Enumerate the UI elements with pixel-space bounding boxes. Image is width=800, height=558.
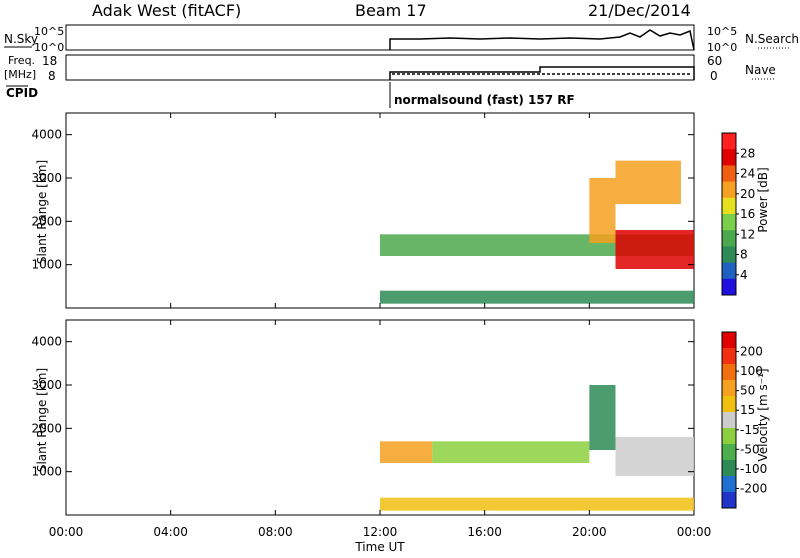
- x-tick-label: 00:00: [49, 525, 84, 539]
- power-echo-region: [380, 290, 694, 304]
- velocity-colorbar: 200 100 50 15 -15 -50 -100 -200: [721, 331, 767, 509]
- x-tick-label: 12:00: [363, 525, 398, 539]
- x-tick-label: 00:00: [677, 525, 712, 539]
- velocity-colorbar-frame: [721, 331, 737, 509]
- freq-tick-high: 18: [42, 54, 57, 68]
- freq-unit-label: [MHz]: [4, 68, 36, 81]
- power-colorbar-segment: [722, 262, 736, 280]
- nave-label: Nave: [745, 63, 776, 77]
- y-tick-label: 2000: [31, 214, 62, 228]
- power-colorbar-tick-label: 12: [740, 227, 755, 241]
- velocity-colorbar-segment: [722, 332, 736, 349]
- velocity-y-axis: 1000 2000 3000 4000: [31, 335, 694, 479]
- power-echo-region: [615, 160, 681, 204]
- velocity-colorbar-segment: [722, 476, 736, 493]
- power-echoes: [380, 160, 694, 304]
- velocity-colorbar-segment: [722, 348, 736, 365]
- power-colorbar-segment: [722, 246, 736, 264]
- power-colorbar-segment: [722, 133, 736, 150]
- nsearch-tick-low: 10^0: [707, 41, 737, 54]
- date-label: 21/Dec/2014: [588, 1, 691, 20]
- nsearch-tick-high: 10^5: [707, 25, 737, 38]
- velocity-colorbar-tick-label: -100: [740, 462, 767, 476]
- velocity-colorbar-segment: [722, 396, 736, 413]
- y-tick-label: 3000: [31, 171, 62, 185]
- power-colorbar-segment: [722, 149, 736, 166]
- time-axis: 00:00 04:00 08:00 12:00 16:00 20:00 00:00: [49, 113, 712, 539]
- velocity-colorbar-tick-label: 200: [740, 345, 763, 359]
- velocity-colorbar-tick-label: 50: [740, 384, 755, 398]
- y-tick-label: 2000: [31, 421, 62, 435]
- x-tick-label: 08:00: [258, 525, 293, 539]
- power-ylabel: Slant Range [km]: [35, 160, 49, 264]
- nsky-label: N.Sky: [4, 32, 38, 46]
- cpid-row: CPID normalsound (fast) 157 RF: [6, 82, 575, 108]
- x-tick-label: 20:00: [572, 525, 607, 539]
- velocity-colorbar-segment: [722, 492, 736, 509]
- power-colorbar-segment: [722, 197, 736, 215]
- velocity-echo-region: [380, 497, 694, 511]
- velocity-colorbar-tick-label: 15: [740, 403, 755, 417]
- cpid-program-text: normalsound (fast) 157 RF: [394, 93, 575, 107]
- velocity-echoes: [380, 385, 694, 511]
- nsky-tick-high: 10^5: [34, 25, 64, 38]
- power-panel: Slant Range [km] 1000 2000 3000 4000: [31, 112, 695, 309]
- velocity-colorbar-segment: [722, 444, 736, 461]
- nsky-tick-low: 10^0: [34, 41, 64, 54]
- y-tick-label: 1000: [31, 258, 62, 272]
- velocity-colorbar-segment: [722, 364, 736, 381]
- velocity-ylabel: Slant Range [km]: [35, 368, 49, 472]
- power-colorbar-tick-label: 20: [740, 187, 755, 201]
- nsky-panel: N.Sky 10^5 10^0 10^5 10^0 N.Search: [4, 24, 799, 54]
- nave-tick-low: 0: [710, 69, 718, 83]
- velocity-colorbar-tick-label: 100: [740, 364, 763, 378]
- velocity-colorbar-tick-label: -50: [740, 442, 760, 456]
- velocity-echo-region: [432, 441, 590, 463]
- freq-trace: [389, 66, 695, 80]
- power-colorbar: 4 8 12 16 20 24 28: [721, 132, 755, 296]
- power-colorbar-tick-label: 4: [740, 268, 748, 282]
- velocity-echo-region: [380, 441, 433, 463]
- x-tick-label: 04:00: [153, 525, 188, 539]
- power-colorbar-segment: [722, 214, 736, 231]
- nsearch-label: N.Search: [745, 32, 799, 46]
- power-colorbar-tick-label: 16: [740, 207, 755, 221]
- power-colorbar-segment: [722, 230, 736, 247]
- x-tick-label: 16:00: [467, 525, 502, 539]
- time-xlabel: Time UT: [354, 540, 405, 554]
- y-tick-label: 4000: [31, 335, 62, 349]
- velocity-colorbar-segment: [722, 380, 736, 397]
- velocity-colorbar-tick-label: -15: [740, 423, 760, 437]
- cpid-label: CPID: [6, 86, 38, 100]
- freq-tick-low: 8: [48, 69, 56, 83]
- power-y-axis: 1000 2000 3000 4000: [31, 128, 694, 272]
- y-tick-label: 4000: [31, 128, 62, 142]
- power-colorbar-tick-label: 24: [740, 167, 755, 181]
- power-colorbar-segment: [722, 165, 736, 183]
- velocity-colorbar-tick-label: -200: [740, 481, 767, 495]
- freq-label: Freq.: [8, 54, 35, 67]
- beam-label: Beam 17: [355, 1, 427, 20]
- y-tick-label: 3000: [31, 378, 62, 392]
- nsky-trace: [389, 29, 695, 51]
- power-colorbar-label: Power [dB]: [756, 167, 770, 232]
- velocity-colorbar-segment: [722, 412, 736, 429]
- power-colorbar-segment: [722, 181, 736, 199]
- nave-tick-high: 60: [707, 54, 722, 68]
- velocity-colorbar-label: Velocity [m s⁻¹]: [756, 368, 770, 461]
- station-title: Adak West (fitACF): [92, 1, 241, 20]
- power-colorbar-tick-label: 8: [740, 248, 748, 262]
- velocity-colorbar-segment: [722, 460, 736, 477]
- velocity-panel: Slant Range [km] 1000 2000 3000 4000: [31, 319, 695, 516]
- velocity-echo-region: [589, 385, 616, 450]
- velocity-echo-region: [615, 437, 694, 476]
- power-echo-region: [589, 178, 616, 243]
- y-tick-label: 1000: [31, 465, 62, 479]
- power-colorbar-segment: [722, 278, 736, 296]
- freq-panel: Freq. [MHz] 18 8 60 0 Nave: [4, 54, 776, 83]
- power-colorbar-tick-label: 28: [740, 146, 755, 160]
- power-echo-region: [615, 230, 694, 269]
- velocity-colorbar-segment: [722, 428, 736, 445]
